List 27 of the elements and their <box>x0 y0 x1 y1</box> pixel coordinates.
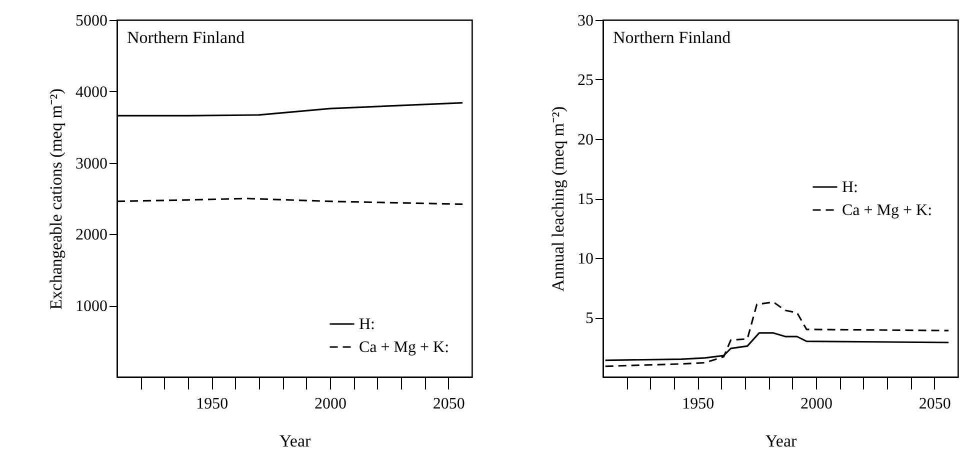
x-tick-label: 1950 <box>682 396 714 412</box>
y-axis-title: Annual leaching (meq m⁻²) <box>548 106 568 292</box>
x-tick-label: 2000 <box>800 396 832 412</box>
y-tick-label: 20 <box>578 132 594 148</box>
y-tick-label: 4000 <box>76 84 108 101</box>
y-tick-label: 2000 <box>76 226 108 244</box>
y-axis-title: Exchangeable cations (meq m⁻²) <box>46 88 66 310</box>
x-tick-label: 1950 <box>196 396 228 412</box>
x-tick-label: 2050 <box>918 396 951 412</box>
y-tick-label: 30 <box>578 12 594 30</box>
x-tick-label: 2050 <box>432 396 465 412</box>
y-tick-label: 5 <box>586 310 594 327</box>
x-axis-title: Year <box>765 432 797 450</box>
annotation: Northern Finland <box>613 28 732 47</box>
legend-label: H: <box>359 316 375 333</box>
legend-label: Ca + Mg + K: <box>842 202 932 219</box>
y-tick-label: 3000 <box>76 155 108 172</box>
x-axis-title: Year <box>279 432 311 450</box>
y-tick-label: 1000 <box>76 298 108 316</box>
annotation: Northern Finland <box>127 28 246 47</box>
y-tick-label: 5000 <box>76 12 108 30</box>
y-tick-label: 25 <box>578 72 594 89</box>
legend-label: Ca + Mg + K: <box>359 339 450 356</box>
x-tick-label: 2000 <box>314 396 346 412</box>
y-tick-label: 10 <box>578 250 594 268</box>
y-tick-label: 15 <box>578 191 594 208</box>
legend-label: H: <box>842 178 858 196</box>
